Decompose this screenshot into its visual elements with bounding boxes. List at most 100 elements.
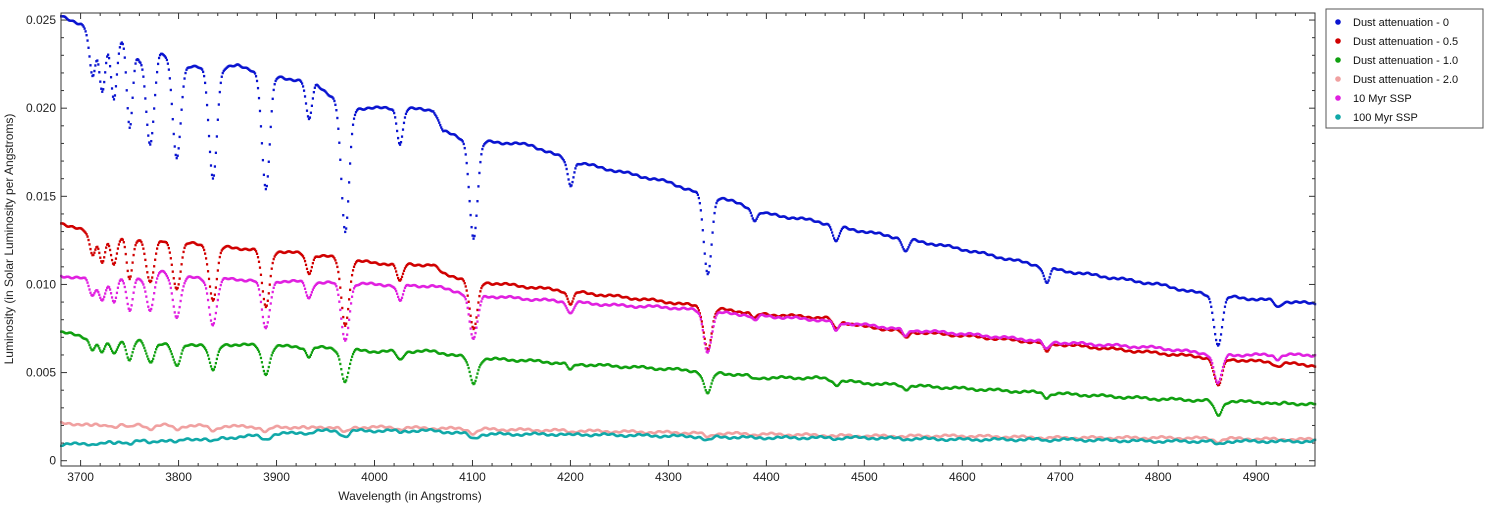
data-point [396, 273, 399, 277]
data-point [82, 25, 85, 28]
data-point [108, 64, 112, 68]
data-point [1042, 274, 1045, 278]
data-point [572, 297, 575, 300]
data-point [149, 143, 152, 146]
data-point [215, 277, 218, 281]
data-point [477, 301, 480, 304]
data-point [462, 356, 465, 359]
data-point [471, 325, 474, 329]
data-point [899, 241, 902, 244]
data-point [178, 359, 181, 363]
data-point [266, 175, 269, 178]
data-point [747, 207, 750, 211]
data-point [156, 243, 160, 247]
data-point [271, 97, 274, 101]
data-point [1207, 357, 1210, 361]
data-point [479, 363, 482, 367]
data-point [347, 200, 350, 203]
data-point [273, 347, 276, 351]
data-point [156, 247, 159, 250]
data-point [703, 252, 706, 255]
data-point [117, 52, 120, 55]
data-point [151, 276, 154, 279]
data-point [751, 217, 754, 220]
data-point [311, 349, 314, 352]
data-point [273, 255, 276, 258]
data-point [467, 300, 470, 303]
data-point [399, 278, 403, 281]
data-point [202, 246, 205, 249]
data-point [1048, 276, 1051, 279]
data-point [1213, 325, 1216, 329]
data-point [144, 349, 147, 352]
data-point [259, 125, 263, 128]
data-point [341, 306, 344, 310]
data-point [179, 270, 182, 273]
data-point [1208, 358, 1211, 362]
data-point [145, 110, 148, 113]
data-point [700, 218, 703, 221]
data-point [151, 131, 154, 135]
data-point [334, 259, 337, 262]
data-point [1212, 318, 1215, 321]
data-point [254, 250, 258, 253]
data-point [567, 178, 570, 181]
data-point [351, 123, 355, 126]
data-point [703, 337, 706, 340]
data-point [211, 299, 215, 302]
data-point [473, 234, 476, 238]
data-point [351, 269, 355, 272]
data-point [100, 260, 103, 263]
data-point [1039, 268, 1042, 271]
data-point [94, 64, 97, 67]
data-point [109, 347, 113, 350]
data-point [84, 30, 87, 33]
data-point [393, 264, 396, 268]
data-point [703, 385, 706, 389]
series-layer [60, 15, 1317, 448]
data-point [177, 147, 180, 150]
data-point [473, 382, 476, 385]
data-point [302, 257, 306, 260]
data-point [257, 350, 261, 353]
data-point [270, 110, 273, 113]
data-point [182, 346, 185, 350]
data-point [338, 277, 341, 281]
data-point [398, 143, 402, 146]
data-point [202, 70, 205, 74]
data-point [218, 90, 221, 94]
data-point [437, 119, 440, 122]
data-point [154, 258, 157, 261]
data-point [133, 69, 136, 73]
data-point [130, 111, 133, 115]
data-point [308, 355, 312, 358]
data-point [345, 227, 348, 230]
data-point [146, 355, 149, 358]
data-point [1214, 332, 1217, 336]
data-point [98, 71, 101, 74]
data-point [466, 294, 469, 297]
data-point [171, 117, 174, 121]
data-point [171, 270, 174, 273]
data-point [108, 248, 112, 252]
data-point [478, 294, 481, 298]
data-point [269, 357, 272, 360]
data-point [154, 351, 157, 354]
data-point [701, 325, 704, 328]
data-point [699, 375, 702, 378]
data-point [115, 73, 119, 76]
data-point [268, 143, 271, 146]
data-point [339, 158, 342, 161]
data-point [148, 359, 151, 363]
data-point [102, 88, 105, 91]
data-point [213, 293, 217, 296]
data-point [130, 354, 133, 358]
data-point [469, 213, 472, 217]
data-point [109, 76, 113, 79]
data-point [142, 75, 145, 78]
data-point [212, 368, 216, 371]
series-0 [60, 15, 1317, 347]
data-point [267, 292, 270, 295]
data-point [575, 164, 578, 167]
data-point [478, 365, 481, 369]
